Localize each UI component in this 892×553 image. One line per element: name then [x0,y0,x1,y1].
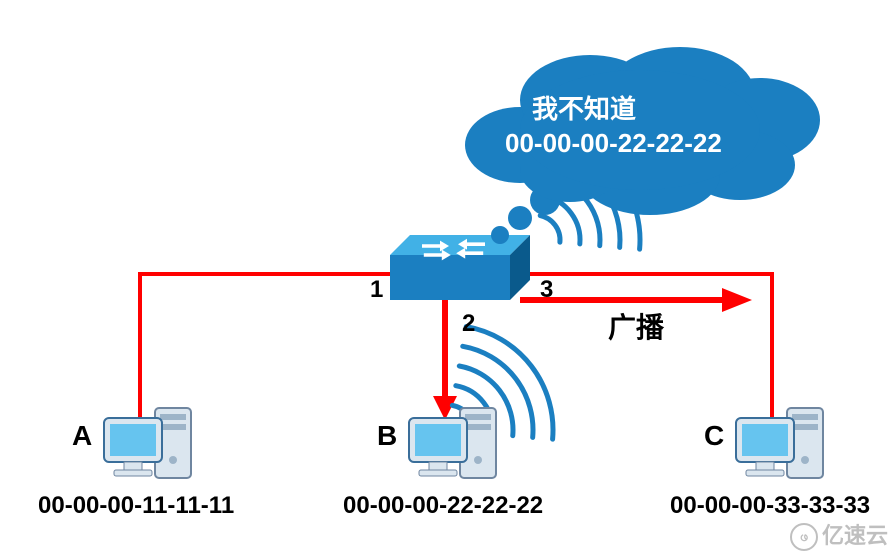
host-mac-c: 00-00-00-33-33-33 [670,492,870,520]
host-label-a: A [72,420,92,452]
host-a [100,400,210,490]
host-label-b: B [377,420,397,452]
computer-icon [100,400,210,490]
thought-dot-2 [508,206,532,230]
cloud-text-line2: 00-00-00-22-22-22 [505,128,722,158]
cloud-text-line1: 我不知道 [532,94,636,124]
watermark-glyph: ဖ [790,523,818,551]
diagram-canvas: 1 2 3 广播 我不知道 00-00-00-22-22-22 A00-0 [0,0,892,553]
watermark: ဖ亿速云 [790,518,888,551]
host-label-c: C [704,420,724,452]
watermark-text: 亿速云 [822,523,888,548]
host-c [732,400,842,490]
host-b [405,400,515,490]
computer-icon [732,400,842,490]
host-mac-a: 00-00-00-11-11-11 [38,492,234,520]
host-mac-b: 00-00-00-22-22-22 [343,492,543,520]
thought-dot-1 [491,226,509,244]
computer-icon [405,400,515,490]
